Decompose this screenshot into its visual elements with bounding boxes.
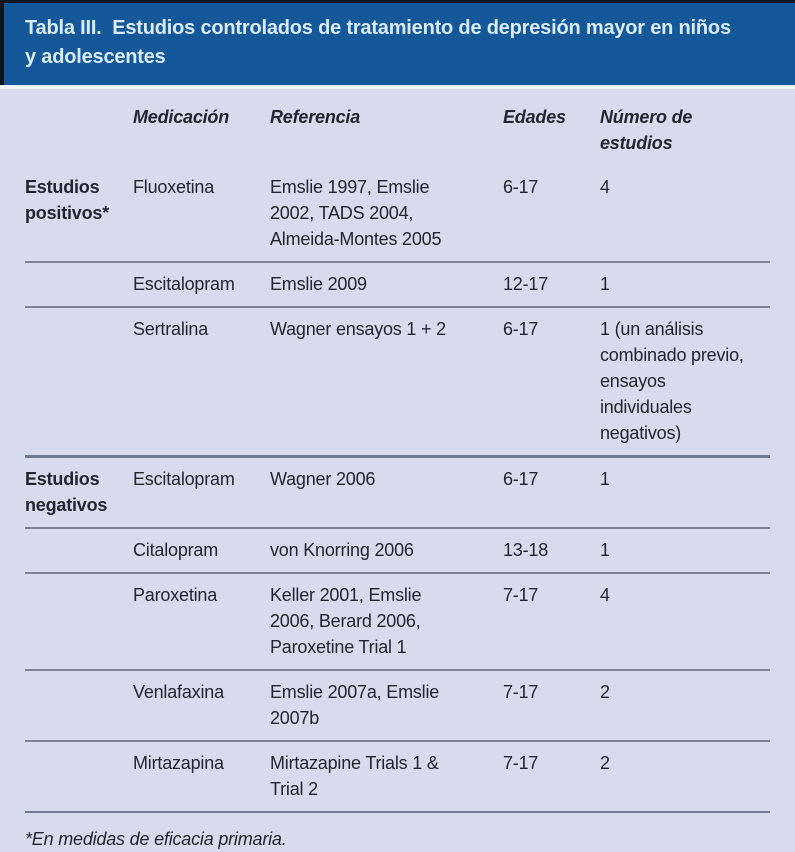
medication-cell: Fluoxetina bbox=[133, 177, 215, 197]
medication-cell: Venlafaxina bbox=[133, 682, 224, 702]
row-group-label: Estudios positivos* bbox=[25, 177, 110, 223]
studies-count-cell: 4 bbox=[600, 177, 610, 197]
title-separator bbox=[0, 85, 795, 89]
table-row: Estudios positivos* Fluoxetina Emslie 19… bbox=[25, 166, 770, 261]
table-title-bar: Tabla III. Estudios controlados de trata… bbox=[0, 0, 795, 85]
ages-cell: 7-17 bbox=[503, 585, 539, 605]
row-group-label bbox=[25, 271, 133, 297]
reference-cell: Wagner ensayos 1 + 2 bbox=[270, 319, 446, 339]
table-row: Estudios negativos Escitalopram Wagner 2… bbox=[25, 455, 770, 527]
row-group-label bbox=[25, 582, 133, 660]
row-group-label bbox=[25, 750, 133, 802]
column-header-group bbox=[25, 104, 133, 156]
reference-cell: von Knorring 2006 bbox=[270, 540, 414, 560]
studies-count-cell: 1 bbox=[600, 540, 610, 560]
table-row: Paroxetina Keller 2001, Emslie 2006, Ber… bbox=[25, 572, 770, 669]
studies-count-cell: 2 bbox=[600, 682, 610, 702]
table-row: Mirtazapina Mirtazapine Trials 1 & Trial… bbox=[25, 740, 770, 811]
medication-cell: Citalopram bbox=[133, 540, 219, 560]
ages-cell: 6-17 bbox=[503, 469, 539, 489]
table-footnote: *En medidas de eficacia primaria. bbox=[25, 829, 287, 849]
medication-cell: Sertralina bbox=[133, 319, 209, 339]
reference-cell: Emslie 1997, Emslie 2002, TADS 2004, Alm… bbox=[270, 177, 442, 249]
table-title: Tabla III. Estudios controlados de trata… bbox=[25, 17, 731, 68]
medication-cell: Paroxetina bbox=[133, 585, 218, 605]
table-row: Escitalopram Emslie 2009 12-17 1 bbox=[25, 261, 770, 306]
row-group-label: Estudios negativos bbox=[25, 469, 108, 515]
ages-cell: 7-17 bbox=[503, 753, 539, 773]
studies-count-cell: 1 (un análisis combinado previo, ensayos… bbox=[600, 319, 744, 443]
medication-cell: Escitalopram bbox=[133, 274, 235, 294]
studies-count-cell: 2 bbox=[600, 753, 610, 773]
reference-cell: Wagner 2006 bbox=[270, 469, 376, 489]
ages-cell: 6-17 bbox=[503, 319, 539, 339]
studies-count-cell: 4 bbox=[600, 585, 610, 605]
ages-cell: 7-17 bbox=[503, 682, 539, 702]
reference-cell: Keller 2001, Emslie 2006, Berard 2006, P… bbox=[270, 585, 422, 657]
medication-cell: Escitalopram bbox=[133, 469, 235, 489]
reference-cell: Mirtazapine Trials 1 & Trial 2 bbox=[270, 753, 439, 799]
row-group-label bbox=[25, 537, 133, 563]
ages-cell: 12-17 bbox=[503, 274, 549, 294]
table-row: Venlafaxina Emslie 2007a, Emslie 2007b 7… bbox=[25, 669, 770, 740]
column-header-ages: Edades bbox=[503, 107, 566, 127]
studies-table: Medicación Referencia Edades Número de e… bbox=[25, 89, 770, 813]
medication-cell: Mirtazapina bbox=[133, 753, 224, 773]
column-header-reference: Referencia bbox=[270, 107, 361, 127]
ages-cell: 13-18 bbox=[503, 540, 549, 560]
table-header-row: Medicación Referencia Edades Número de e… bbox=[25, 89, 770, 166]
reference-cell: Emslie 2009 bbox=[270, 274, 367, 294]
table-row: Citalopram von Knorring 2006 13-18 1 bbox=[25, 527, 770, 572]
studies-count-cell: 1 bbox=[600, 274, 610, 294]
row-group-label bbox=[25, 679, 133, 731]
column-header-medication: Medicación bbox=[133, 107, 230, 127]
reference-cell: Emslie 2007a, Emslie 2007b bbox=[270, 682, 440, 728]
table-body: Estudios positivos* Fluoxetina Emslie 19… bbox=[25, 166, 770, 813]
ages-cell: 6-17 bbox=[503, 177, 539, 197]
row-group-label bbox=[25, 316, 133, 446]
studies-count-cell: 1 bbox=[600, 469, 610, 489]
column-header-studies: Número de estudios bbox=[600, 107, 693, 153]
table-row: Sertralina Wagner ensayos 1 + 2 6-17 1 (… bbox=[25, 306, 770, 455]
